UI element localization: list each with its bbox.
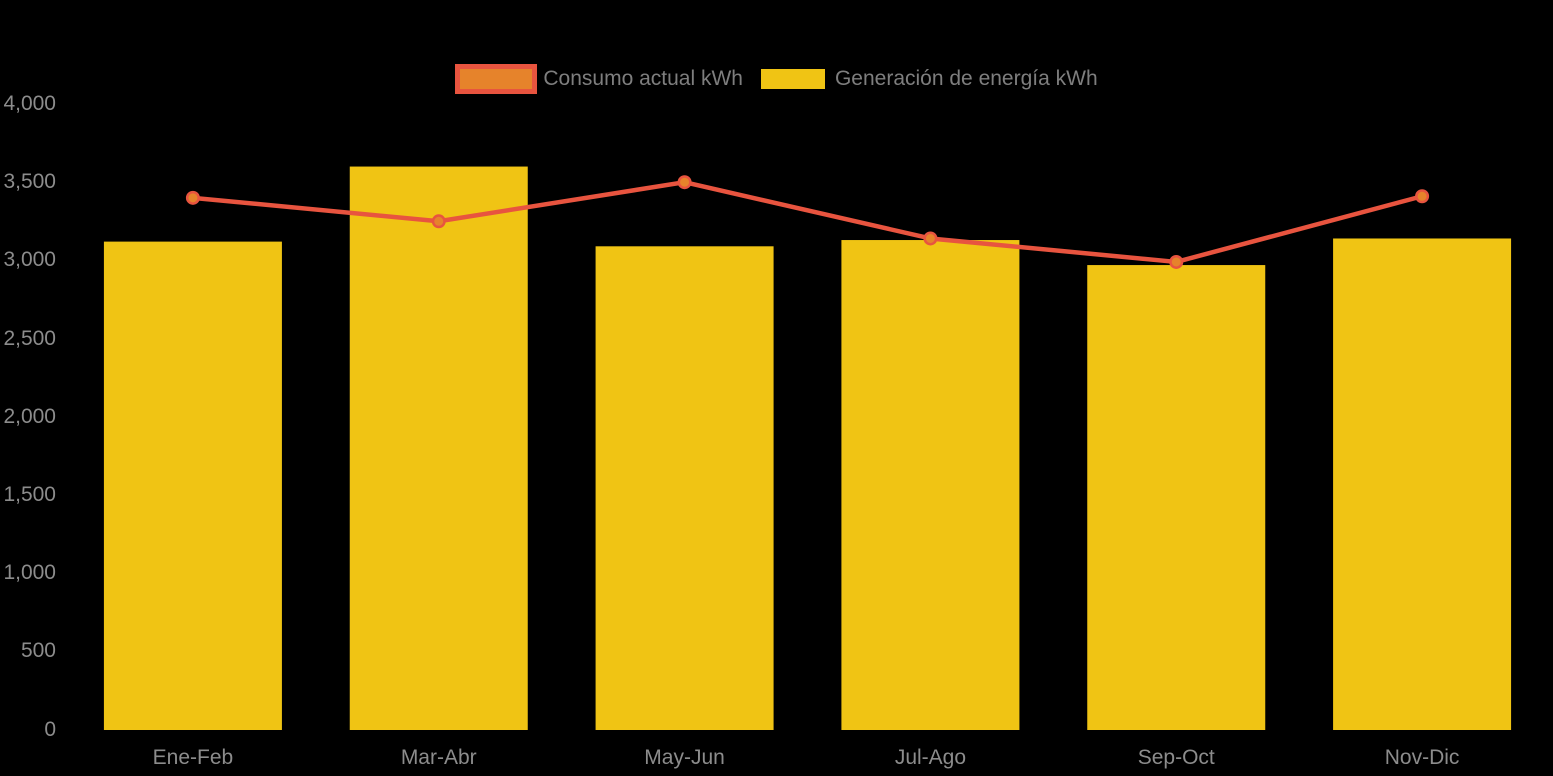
bar-May-Jun[interactable] [595, 246, 774, 730]
bar-Mar-Abr[interactable] [349, 166, 528, 731]
y-tick-label: 0 [44, 717, 56, 741]
line-marker-Jul-Ago[interactable] [923, 231, 938, 246]
x-category-label: Ene-Feb [152, 746, 234, 769]
x-category-label: Nov-Dic [1384, 746, 1460, 769]
bar-Nov-Dic[interactable] [1333, 238, 1512, 731]
y-tick-label: 1,000 [3, 561, 56, 585]
legend: Consumo actual kWh Generación de energía… [0, 64, 1553, 94]
y-tick-label: 3,000 [3, 248, 56, 272]
line-marker-Sep-Oct[interactable] [1169, 254, 1184, 269]
line-marker-Nov-Dic[interactable] [1415, 189, 1430, 204]
legend-swatch-consumo-icon [455, 64, 538, 94]
y-tick-label: 4,000 [3, 92, 56, 115]
legend-item-generacion[interactable]: Generación de energía kWh [760, 67, 1098, 91]
bar-Sep-Oct[interactable] [1087, 265, 1266, 730]
bar-Ene-Feb[interactable] [103, 241, 282, 731]
y-tick-label: 500 [20, 639, 56, 663]
x-category-label: Mar-Abr [400, 746, 477, 769]
bar-Jul-Ago[interactable] [841, 240, 1020, 730]
x-category-label: Jul-Ago [894, 746, 967, 769]
line-marker-Mar-Abr[interactable] [431, 214, 446, 229]
x-category-label: Sep-Oct [1137, 746, 1215, 769]
legend-label-generacion: Generación de energía kWh [834, 67, 1098, 90]
line-marker-May-Jun[interactable] [677, 175, 692, 190]
consumo-line [190, 179, 1425, 265]
x-category-label: May-Jun [644, 746, 725, 769]
legend-label-consumo: Consumo actual kWh [543, 67, 743, 90]
line-marker-Ene-Feb[interactable] [185, 190, 200, 205]
y-tick-label: 2,500 [3, 326, 56, 350]
y-tick-label: 1,500 [3, 482, 56, 506]
y-tick-label: 2,000 [3, 404, 56, 428]
legend-swatch-generacion-icon [760, 69, 825, 89]
y-tick-label: 3,500 [3, 170, 56, 194]
legend-item-consumo[interactable]: Consumo actual kWh [455, 64, 743, 94]
